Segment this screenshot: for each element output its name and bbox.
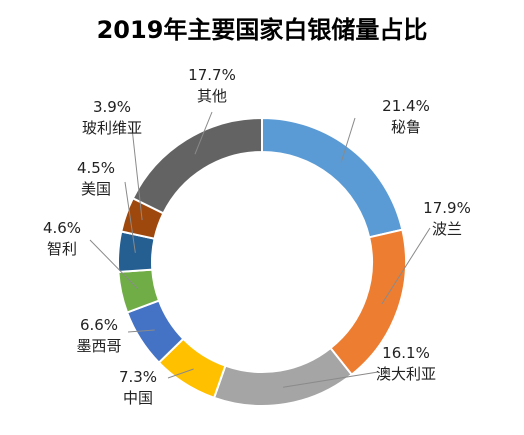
slice-8-value-label: 3.9% xyxy=(93,98,131,116)
slice-8-category-label: 玻利维亚 xyxy=(82,119,142,137)
slice-4-value-label: 7.3% xyxy=(119,368,157,386)
slice-7-category-label: 美国 xyxy=(81,180,111,198)
slice-2-category-label: 波兰 xyxy=(432,220,462,238)
slice-3-value-label: 16.1% xyxy=(382,344,430,362)
slice-1-value-label: 21.4% xyxy=(382,97,430,115)
slice-1-category-label: 秘鲁 xyxy=(391,118,421,136)
slice-5-category-label: 墨西哥 xyxy=(76,337,121,355)
slice-1 xyxy=(261,116,404,239)
slice-9-value-label: 17.7% xyxy=(188,66,236,84)
leader-line-2 xyxy=(381,227,431,305)
slice-5-value-label: 6.6% xyxy=(80,316,118,334)
leader-line-1 xyxy=(340,117,356,163)
slice-9-category-label: 其他 xyxy=(197,87,227,105)
slice-6-category-label: 智利 xyxy=(47,240,77,258)
slice-9 xyxy=(131,116,263,215)
slice-6-value-label: 4.6% xyxy=(43,219,81,237)
slice-3 xyxy=(212,346,354,407)
leader-line-6 xyxy=(89,239,139,290)
leader-line-8 xyxy=(131,127,143,221)
leader-line-7 xyxy=(124,181,136,253)
chart-title: 2019年主要国家白银储量占比 xyxy=(97,16,428,44)
leader-line-5 xyxy=(127,329,155,333)
slice-7-value-label: 4.5% xyxy=(77,159,115,177)
leader-line-4 xyxy=(167,368,194,379)
leader-line-3 xyxy=(282,371,379,388)
slice-2-value-label: 17.9% xyxy=(423,199,471,217)
slice-4-category-label: 中国 xyxy=(123,389,153,407)
leader-line-9 xyxy=(194,111,213,155)
slice-3-category-label: 澳大利亚 xyxy=(376,365,436,383)
